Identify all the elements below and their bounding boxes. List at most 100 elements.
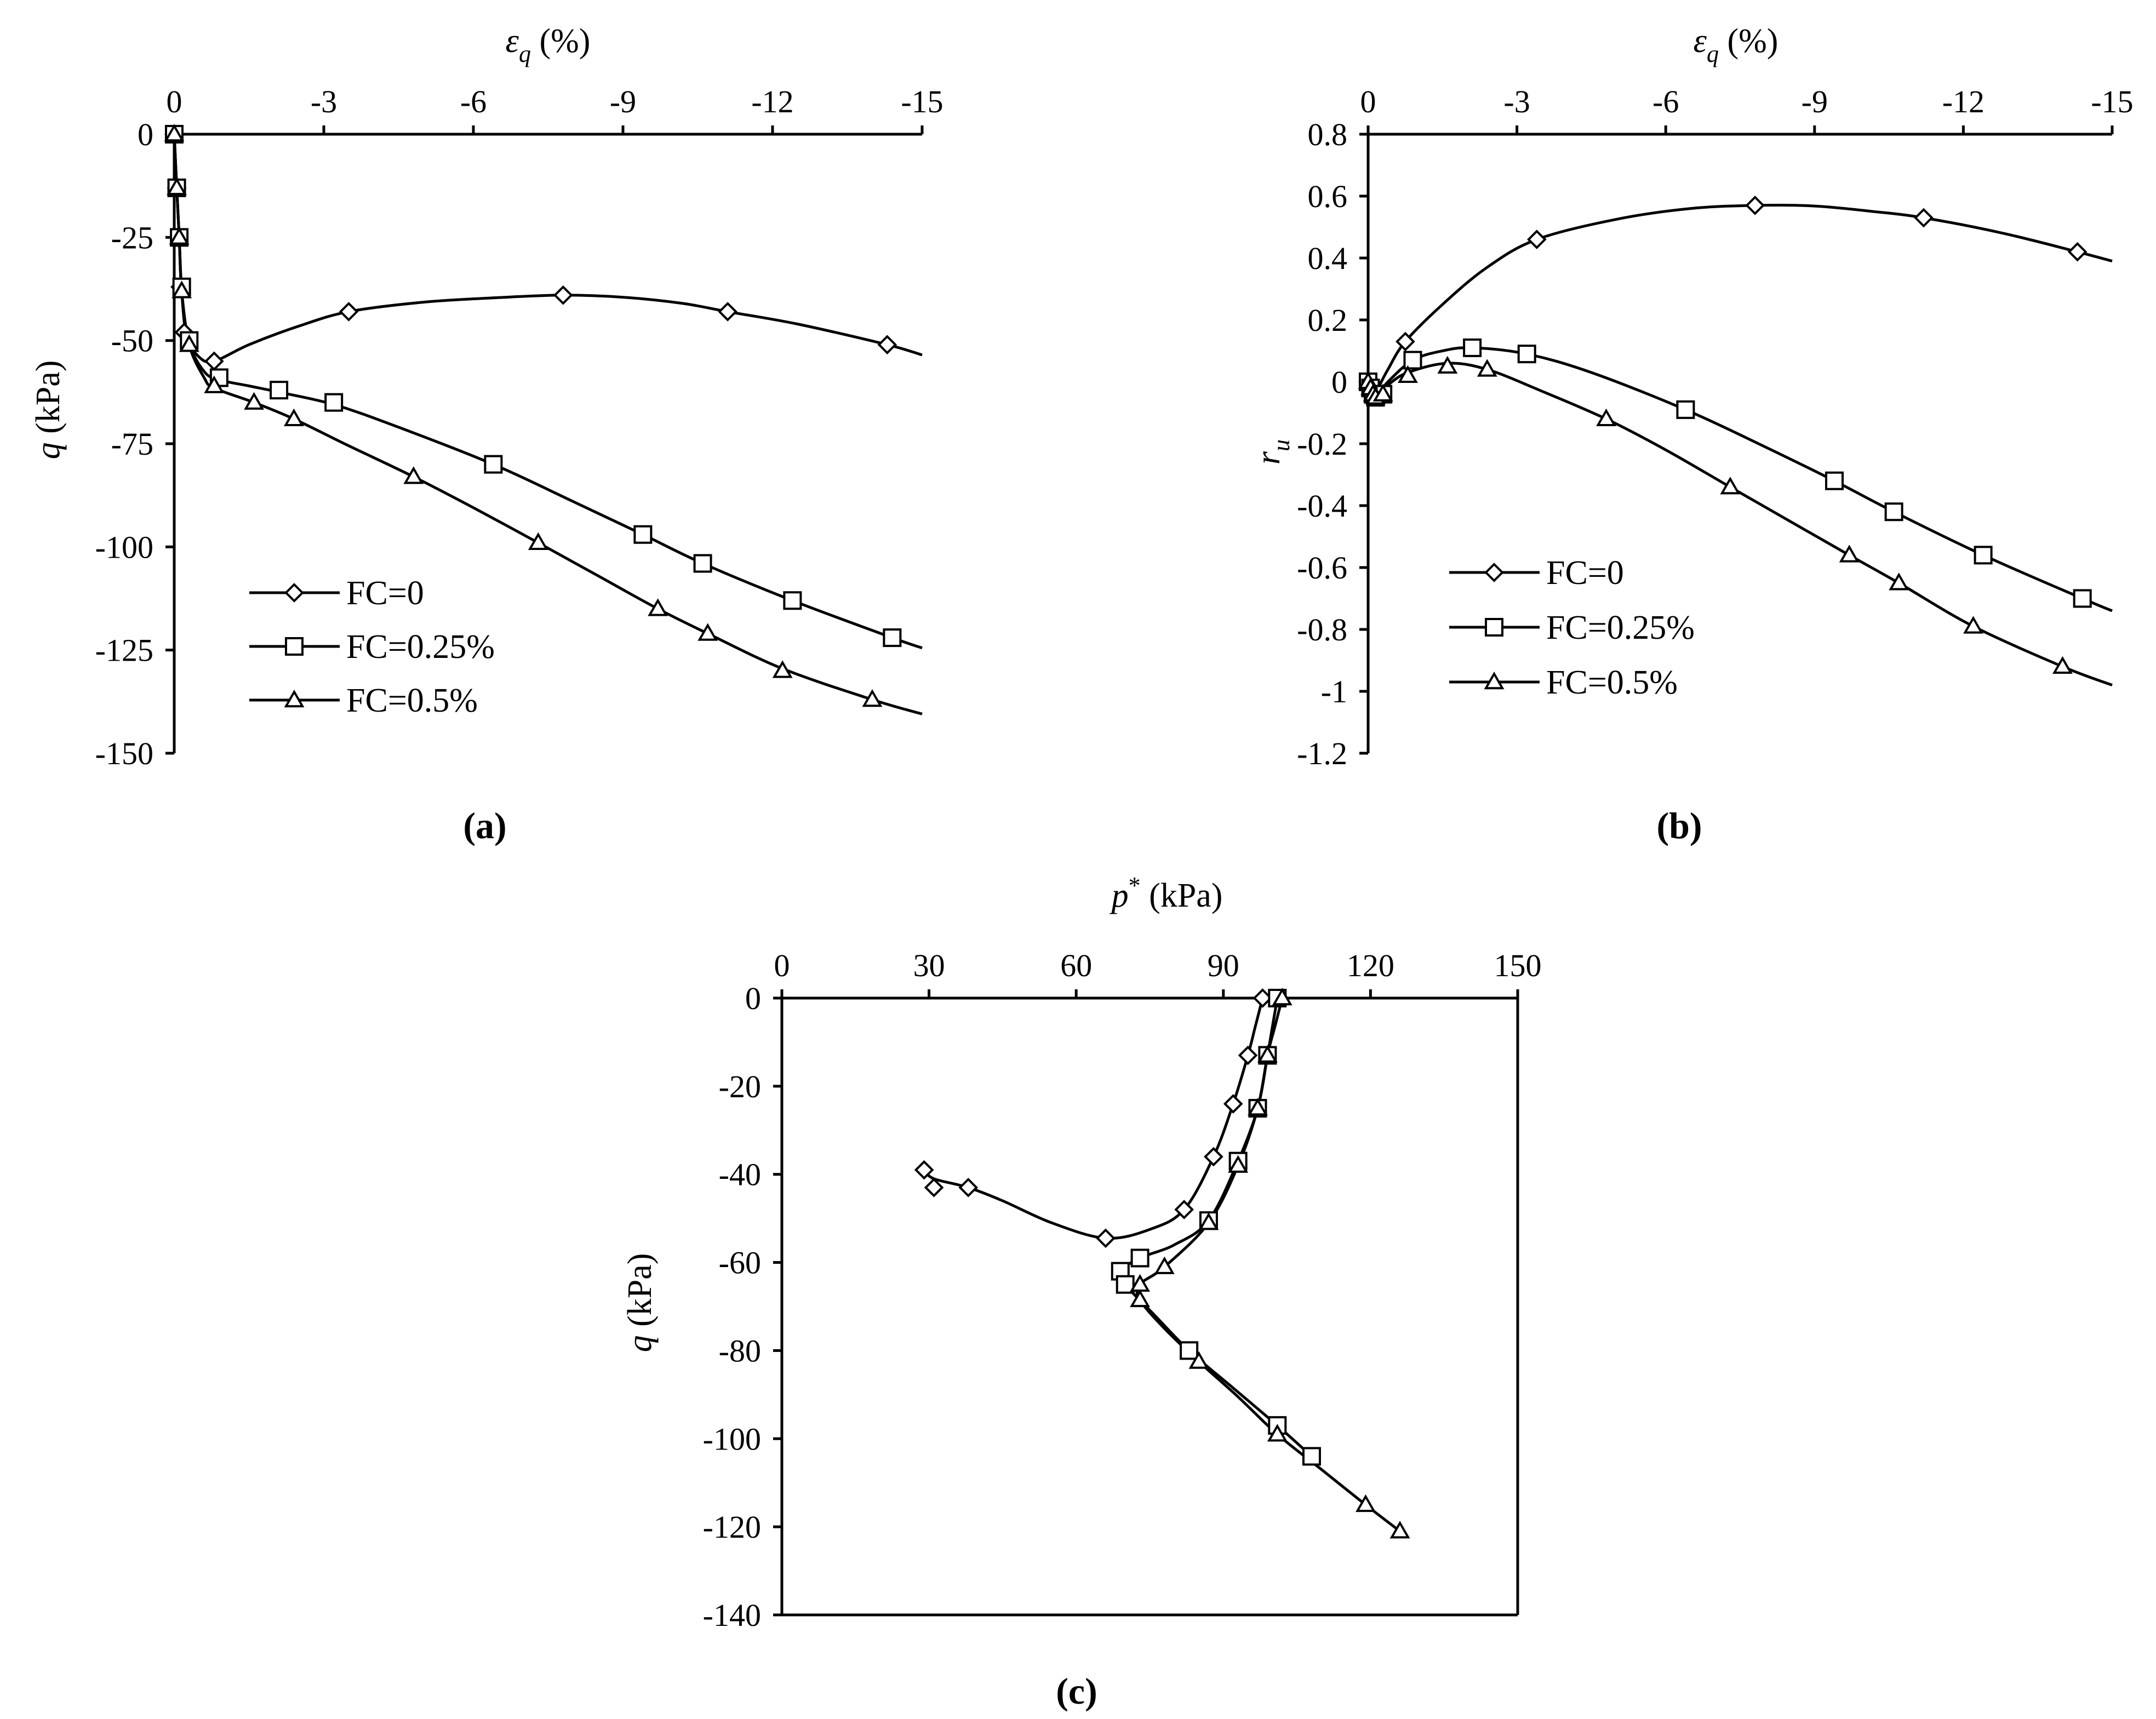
legend-marker-fc025 (285, 637, 304, 656)
data-point-fc-0-5 (1720, 477, 1741, 495)
data-point-fc-0-5 (244, 392, 265, 410)
y-tick-label: 0.4 (1308, 240, 1348, 276)
legend-label-fc025: FC=0.25% (1546, 609, 1695, 646)
data-point-fc-0-5 (772, 660, 793, 678)
y-axis-title: q (kPa) (621, 1253, 659, 1353)
data-point-fc-0-25 (1463, 338, 1482, 357)
y-tick-label: -25 (111, 220, 153, 255)
data-point-fc-0-25 (1130, 1248, 1150, 1268)
data-point-fc-0-5 (1198, 1212, 1219, 1230)
data-point-fc-0-5 (1248, 1098, 1268, 1116)
series-line-fc-0-5 (173, 134, 923, 715)
y-tick-label: 0.8 (1308, 117, 1348, 152)
legend-marker-fc025 (1485, 618, 1503, 637)
x-tick-label: -12 (751, 84, 793, 119)
data-point-fc-0-25 (2073, 589, 2092, 608)
data-point-fc-0-5 (179, 334, 199, 352)
data-point-fc-0-25 (1302, 1447, 1321, 1466)
x-tick-label: -9 (610, 84, 636, 119)
chart-panel-a: εq (%) q (kPa) 0 -3 -6 -9 -12 -15 0 -25 -50 -75 -… (30, 22, 943, 846)
y-tick-label: -150 (95, 736, 153, 771)
data-point-fc-0-5 (1477, 359, 1497, 377)
data-point-fc-0 (1204, 1147, 1223, 1167)
y-tick-label: -0.8 (1297, 612, 1347, 648)
x-tick-label: -6 (1652, 84, 1679, 119)
legend-label-fc0: FC=0 (1546, 554, 1624, 592)
data-point-fc-0-25 (270, 381, 289, 400)
x-tick-label: 150 (1494, 948, 1542, 983)
x-tick-label: -15 (901, 84, 943, 119)
x-tick-label: 0 (774, 948, 790, 983)
legend-label-fc025: FC=0.25% (346, 628, 495, 666)
data-point-fc-0-25 (693, 554, 712, 573)
y-tick-label: 0 (138, 117, 153, 152)
data-point-fc-0 (1914, 208, 1934, 228)
panel-caption: (c) (1056, 1670, 1097, 1712)
panel-caption: (b) (1656, 805, 1702, 846)
x-tick-label: 60 (1060, 948, 1092, 983)
x-tick-label: 0 (167, 84, 182, 119)
data-point-fc-0-5 (171, 280, 192, 299)
chart-panel-c: p* (kPa) q (kPa) 0 30 60 90 120 150 0 -20 -40 -6… (621, 872, 1542, 1712)
data-point-fc-0-5 (1889, 572, 1909, 591)
data-point-fc-0-5 (167, 177, 187, 196)
data-point-fc-0 (1174, 1200, 1194, 1219)
data-point-fc-0-5 (1372, 383, 1393, 402)
data-point-fc-0-5 (283, 408, 304, 427)
data-point-fc-0-5 (648, 598, 668, 616)
x-tick-label: -15 (2091, 84, 2133, 119)
y-tick-label: -1.2 (1297, 736, 1347, 771)
data-point-fc-0-5 (169, 227, 190, 245)
data-point-fc-0-5 (1356, 1494, 1376, 1512)
y-tick-label: -140 (703, 1597, 761, 1633)
data-point-fc-0-25 (1825, 471, 1844, 490)
y-tick-label: 0.2 (1308, 302, 1348, 338)
data-point-fc-0-5 (1389, 1521, 1410, 1539)
y-tick-label: -125 (95, 633, 153, 668)
legend-label-fc05: FC=0.5% (1546, 664, 1678, 701)
y-axis-title: ru (1250, 439, 1295, 465)
data-point-fc-0 (1396, 331, 1415, 352)
x-axis-title: p* (kPa) (1110, 872, 1223, 914)
data-point-fc-0-5 (2052, 656, 2073, 674)
data-point-fc-0-25 (633, 525, 653, 544)
data-point-fc-0 (1096, 1228, 1116, 1248)
data-point-fc-0-5 (862, 689, 883, 707)
data-point-fc-0-25 (1180, 1341, 1199, 1360)
data-point-fc-0-25 (783, 591, 802, 610)
y-tick-label: -60 (719, 1245, 761, 1281)
data-point-fc-0 (914, 1160, 934, 1180)
data-point-fc-0-5 (1839, 545, 1860, 563)
data-point-fc-0-5 (1397, 365, 1418, 383)
data-point-fc-0-5 (1130, 1289, 1151, 1308)
y-tick-label: 0 (1331, 364, 1347, 400)
data-point-fc-0-5 (1257, 1045, 1278, 1063)
data-point-fc-0 (339, 302, 359, 322)
legend-label-fc05: FC=0.5% (346, 682, 478, 719)
data-point-fc-0-5 (1963, 616, 1983, 634)
legend-label-fc0: FC=0 (346, 575, 424, 612)
legend: FC=0 FC=0.25% FC=0.5% (1449, 554, 1695, 701)
y-tick-label: -120 (703, 1509, 761, 1545)
legend-marker-fc05 (1484, 671, 1505, 690)
data-point-fc-0-5 (1272, 987, 1293, 1006)
data-point-fc-0 (718, 302, 737, 322)
data-point-fc-0 (2067, 242, 2088, 262)
data-point-fc-0-25 (484, 455, 503, 474)
data-point-fc-0-25 (1974, 546, 1993, 565)
x-tick-label: 30 (913, 948, 945, 983)
data-point-fc-0 (553, 285, 573, 305)
y-axis-title: q (kPa) (30, 360, 67, 460)
legend-marker-fc05 (284, 689, 305, 708)
data-point-fc-0-5 (528, 532, 548, 551)
x-tick-label: -3 (1503, 84, 1530, 119)
data-point-fc-0 (877, 335, 897, 355)
y-tick-label: -100 (95, 529, 153, 565)
y-tick-label: -100 (703, 1421, 761, 1457)
legend-marker-fc0 (1484, 563, 1504, 582)
x-tick-label: -9 (1802, 84, 1828, 119)
data-point-fc-0 (1526, 230, 1547, 249)
data-point-fc-0 (958, 1178, 979, 1197)
y-tick-label: -0.2 (1297, 426, 1347, 462)
